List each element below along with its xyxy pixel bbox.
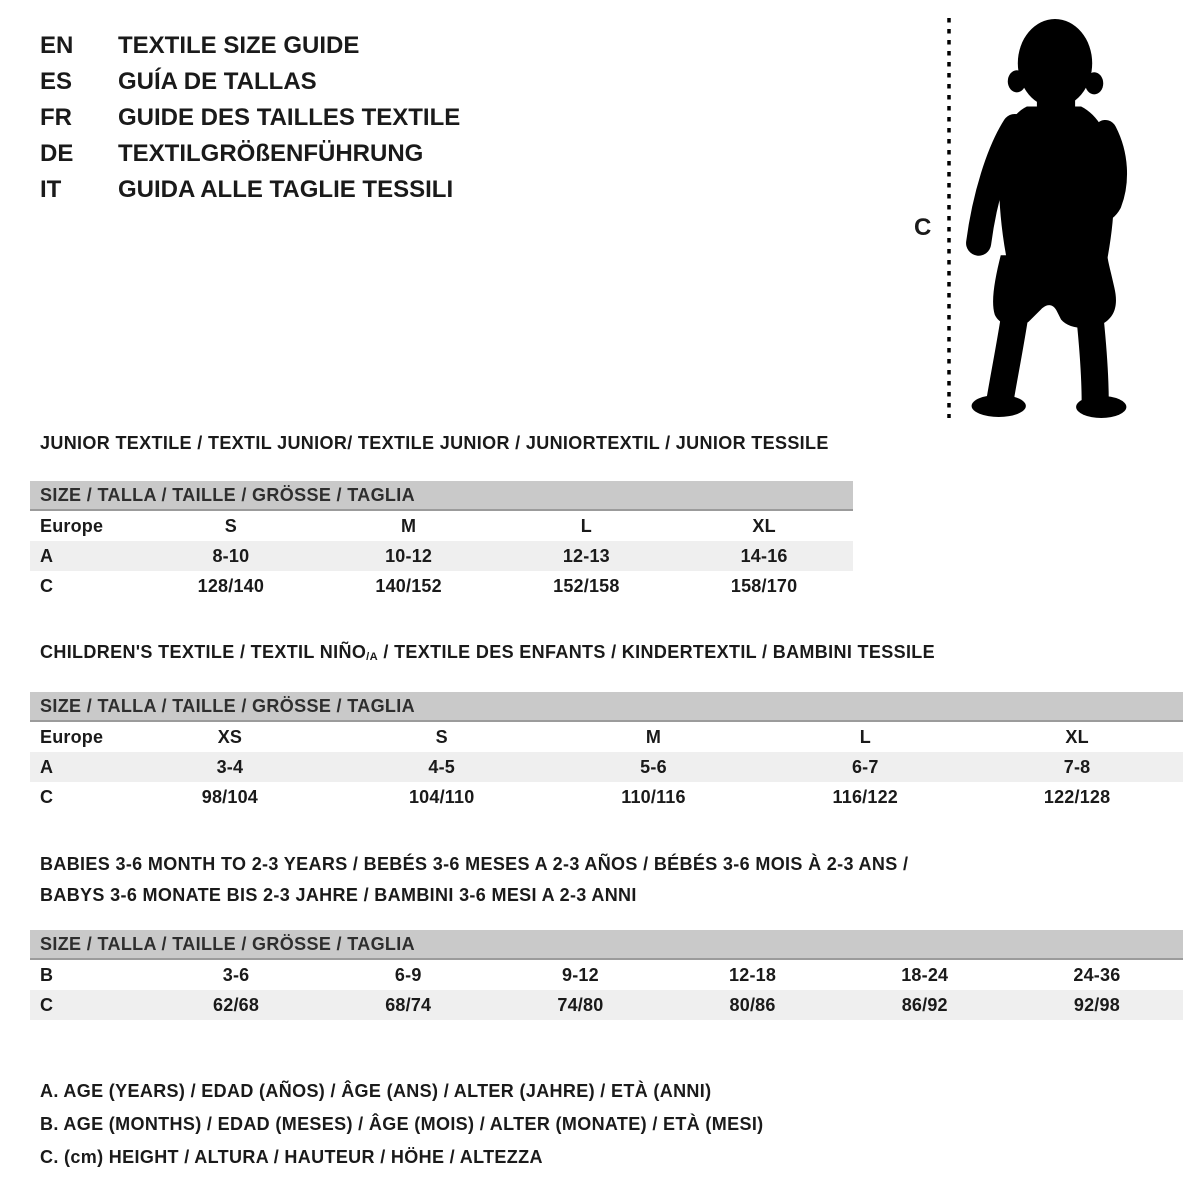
row-label: C [40, 786, 54, 807]
age-cell: 8-10 [212, 545, 250, 566]
children-section-title: CHILDREN'S TEXTILE / TEXTIL NIÑO/A / TEX… [40, 642, 935, 663]
dashed-measure-line [947, 18, 951, 418]
height-cell: 122/128 [1043, 786, 1111, 807]
lang-row-fr: FR GUIDE DES TAILLES TEXTILE [40, 100, 460, 136]
height-cell: 158/170 [730, 575, 798, 596]
babies-section-title: BABIES 3-6 MONTH TO 2-3 YEARS / BEBÉS 3-… [40, 849, 908, 911]
table-row-age-months: B 3-6 6-9 9-12 12-18 18-24 24-36 [30, 960, 1183, 990]
lang-code: DE [40, 140, 74, 167]
size-cell: M [401, 515, 417, 536]
table-row-height-cm: C 62/68 68/74 74/80 80/86 86/92 92/98 [30, 990, 1183, 1020]
size-cell: S [224, 515, 237, 536]
lang-row-de: DE TEXTILGRÖßENFÜHRUNG [40, 136, 460, 172]
age-cell: 6-9 [394, 964, 422, 985]
legend-footnotes: A. AGE (YEARS) / EDAD (AÑOS) / ÂGE (ANS)… [40, 1075, 764, 1174]
babies-size-header-bar: SIZE / TALLA / TAILLE / GRÖSSE / TAGLIA [30, 930, 1183, 960]
children-title-pre: CHILDREN'S TEXTILE / TEXTIL NIÑO [40, 642, 367, 662]
size-cell: XS [217, 726, 243, 747]
age-cell: 12-13 [562, 545, 610, 566]
children-title-sub: /A [366, 651, 379, 663]
guide-title-en: TEXTILE SIZE GUIDE [118, 32, 360, 59]
height-cell: 152/158 [553, 575, 620, 596]
lang-code: IT [40, 176, 62, 203]
guide-title-es: GUÍA DE TALLAS [118, 68, 317, 95]
age-cell: 6-7 [851, 756, 879, 777]
language-title-block: EN TEXTILE SIZE GUIDE ES GUÍA DE TALLAS … [40, 28, 460, 208]
lang-row-es: ES GUÍA DE TALLAS [40, 64, 460, 100]
table-row-age-years: A 8-10 10-12 12-13 14-16 [30, 541, 853, 571]
row-label: B [40, 964, 54, 985]
size-cell: L [580, 515, 592, 536]
table-row-age-years: A 3-4 4-5 5-6 6-7 7-8 [30, 752, 1183, 782]
babies-size-table: SIZE / TALLA / TAILLE / GRÖSSE / TAGLIA … [30, 930, 1183, 1020]
table-row-height-cm: C 98/104 104/110 110/116 116/122 122/128 [30, 782, 1183, 812]
age-cell: 3-4 [216, 756, 244, 777]
junior-size-table: SIZE / TALLA / TAILLE / GRÖSSE / TAGLIA … [30, 481, 853, 601]
lang-row-it: IT GUIDA ALLE TAGLIE TESSILI [40, 172, 460, 208]
footnote-b-age-months: B. AGE (MONTHS) / EDAD (MESES) / ÂGE (MO… [40, 1114, 764, 1134]
children-size-table: SIZE / TALLA / TAILLE / GRÖSSE / TAGLIA … [30, 692, 1183, 812]
row-label: Europe [40, 515, 104, 536]
row-label: C [40, 575, 54, 596]
height-cell: 140/152 [375, 575, 442, 596]
junior-size-header-bar: SIZE / TALLA / TAILLE / GRÖSSE / TAGLIA [30, 481, 853, 511]
table-row-europe: Europe S M L XL [30, 511, 853, 541]
row-label: Europe [40, 726, 104, 747]
age-cell: 5-6 [640, 756, 667, 777]
row-label: A [40, 545, 54, 566]
row-label: A [40, 756, 54, 777]
height-cell: 104/110 [408, 786, 475, 807]
table-row-height-cm: C 128/140 140/152 152/158 158/170 [30, 571, 853, 601]
age-cell: 24-36 [1073, 964, 1121, 985]
age-cell: 4-5 [428, 756, 455, 777]
size-cell: XL [752, 515, 776, 536]
height-cell: 92/98 [1073, 994, 1120, 1015]
babies-title-line2: BABYS 3-6 MONATE BIS 2-3 JAHRE / BAMBINI… [40, 885, 637, 905]
toddler-silhouette-icon [966, 19, 1128, 418]
lang-code: EN [40, 32, 74, 59]
table-row-europe: Europe XS S M L XL [30, 722, 1183, 752]
lang-code: ES [40, 68, 73, 95]
height-cell: 68/74 [385, 994, 432, 1015]
guide-title-fr: GUIDE DES TAILLES TEXTILE [118, 104, 461, 131]
lang-code: FR [40, 104, 72, 131]
guide-title-it: GUIDA ALLE TAGLIE TESSILI [118, 176, 454, 203]
height-cell: 128/140 [197, 575, 265, 596]
height-cell: 80/86 [729, 994, 776, 1015]
footnote-c-height-cm: C. (cm) HEIGHT / ALTURA / HAUTEUR / HÖHE… [40, 1147, 543, 1167]
height-cell: 62/68 [213, 994, 260, 1015]
age-cell: 14-16 [740, 545, 788, 566]
babies-title-line1: BABIES 3-6 MONTH TO 2-3 YEARS / BEBÉS 3-… [40, 854, 909, 874]
children-title-post: / TEXTILE DES ENFANTS / KINDERTEXTIL / B… [378, 642, 935, 662]
age-cell: 3-6 [222, 964, 250, 985]
guide-title-de: TEXTILGRÖßENFÜHRUNG [118, 140, 424, 167]
row-label: C [40, 994, 54, 1015]
age-cell: 18-24 [901, 964, 949, 985]
age-cell: 12-18 [729, 964, 777, 985]
height-cell: 110/116 [621, 786, 686, 807]
children-size-header-bar: SIZE / TALLA / TAILLE / GRÖSSE / TAGLIA [30, 692, 1183, 722]
junior-section-title: JUNIOR TEXTILE / TEXTIL JUNIOR/ TEXTILE … [40, 433, 829, 453]
age-cell: 10-12 [385, 545, 433, 566]
size-cell: M [645, 726, 662, 747]
measure-c-label: C [914, 214, 932, 241]
height-cell: 86/92 [901, 994, 948, 1015]
age-cell: 7-8 [1063, 756, 1091, 777]
size-cell: XL [1065, 726, 1089, 747]
age-cell: 9-12 [562, 964, 599, 985]
height-cell: 116/122 [832, 786, 899, 807]
height-cell: 98/104 [201, 786, 259, 807]
size-cell: L [859, 726, 871, 747]
footnote-a-age-years: A. AGE (YEARS) / EDAD (AÑOS) / ÂGE (ANS)… [40, 1081, 712, 1101]
height-cell: 74/80 [557, 994, 604, 1015]
height-measure-figure: C [900, 12, 1170, 424]
lang-row-en: EN TEXTILE SIZE GUIDE [40, 28, 460, 64]
size-cell: S [435, 726, 448, 747]
